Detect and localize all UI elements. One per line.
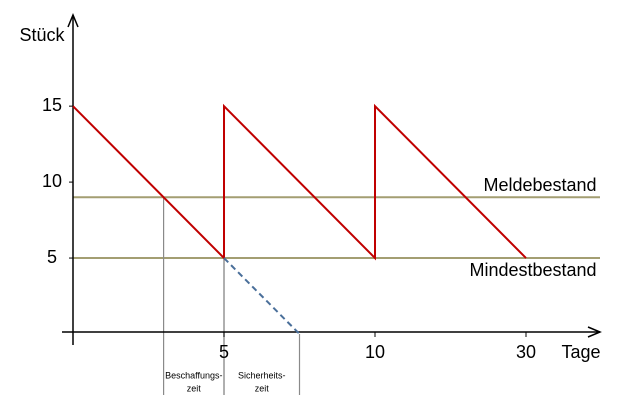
y-axis-arrow	[67, 13, 79, 28]
interval-label: Sicherheits-	[238, 370, 286, 380]
x-tick-label: 5	[219, 342, 229, 362]
x-tick-label: 10	[365, 342, 385, 362]
series-line	[223, 257, 301, 335]
interval-label: Beschaffungs-	[165, 370, 222, 380]
x-tick-label: 30	[516, 342, 536, 362]
series-line	[72, 103, 527, 261]
y-axis-label: Stück	[19, 25, 65, 45]
y-tick-label: 5	[47, 247, 57, 267]
y-tick-label: 10	[42, 171, 62, 191]
x-axis-arrow	[587, 326, 602, 338]
interval-label: zeit	[187, 383, 202, 393]
reference-label: Meldebestand	[483, 175, 596, 195]
y-tick-label: 15	[42, 95, 62, 115]
interval-label: zeit	[255, 383, 270, 393]
reference-label: Mindestbestand	[469, 260, 596, 280]
x-axis-label: Tage	[561, 342, 600, 362]
